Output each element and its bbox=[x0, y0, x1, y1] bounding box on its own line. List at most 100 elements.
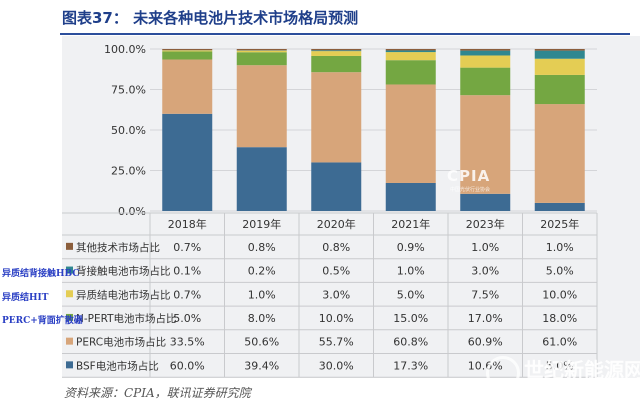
bar-segment bbox=[460, 95, 511, 194]
category-label: 2018年 bbox=[168, 217, 207, 231]
bar-segment bbox=[385, 52, 436, 61]
cpia-watermark-subtitle: 中国光伏行业协会 bbox=[450, 187, 491, 193]
data-label: 0.7% bbox=[173, 288, 201, 301]
data-label: 0.8% bbox=[322, 241, 350, 254]
data-label: 0.1% bbox=[173, 265, 201, 278]
series-name: 背接触电池市场占比 bbox=[76, 265, 171, 278]
bar-segment bbox=[534, 50, 585, 59]
side-label-perc-boron: PERC+背面扩散硼 bbox=[2, 316, 83, 326]
series-name: PERC电池市场占比 bbox=[76, 336, 166, 349]
category-label: 2019年 bbox=[242, 217, 281, 231]
bar-segment bbox=[162, 49, 213, 51]
category-label: 2020年 bbox=[317, 217, 356, 231]
bar-segment bbox=[534, 74, 585, 105]
brand-url: Century new energy network bbox=[524, 380, 640, 389]
data-label: 17.3% bbox=[393, 359, 428, 372]
bar-segment bbox=[385, 49, 436, 51]
figure-title: 图表37： 未来各种电池片技术市场格局预测 bbox=[62, 9, 359, 27]
side-label-hbc: 异质结背接触HBC bbox=[2, 269, 80, 279]
bar-segment bbox=[162, 50, 213, 52]
data-label: 10.0% bbox=[319, 312, 354, 325]
data-label: 50.6% bbox=[244, 336, 279, 349]
data-label: 0.7% bbox=[173, 241, 201, 254]
series-name: 异质结电池市场占比 bbox=[76, 288, 171, 301]
bar-segment bbox=[236, 49, 287, 51]
bar-segment bbox=[460, 49, 511, 51]
data-label: 0.2% bbox=[248, 265, 276, 278]
legend-key bbox=[66, 313, 73, 321]
data-label: 7.5% bbox=[471, 288, 499, 301]
y-tick-label: 100.0% bbox=[104, 43, 146, 56]
bar-segment bbox=[311, 51, 362, 56]
data-label: 60.9% bbox=[468, 336, 503, 349]
series-name: 其他技术市场占比 bbox=[76, 241, 160, 254]
bar-segment bbox=[460, 55, 511, 68]
data-label: 1.0% bbox=[546, 241, 574, 254]
bar-segment bbox=[534, 104, 585, 203]
bar-segment bbox=[236, 147, 287, 211]
figure-header: 图表37： 未来各种电池片技术市场格局预测 bbox=[0, 0, 640, 36]
category-label: 2025年 bbox=[540, 217, 579, 231]
bar-segment bbox=[460, 193, 511, 211]
bar-segment bbox=[311, 72, 362, 163]
data-label: 1.0% bbox=[248, 288, 276, 301]
data-label: 55.7% bbox=[319, 336, 354, 349]
bar-segment bbox=[236, 50, 287, 53]
chart-panel: 0.0% 25.0% 50.0% 75.0% 100.0% 2018年 2019年 2020年… bbox=[62, 36, 640, 378]
data-label: 18.0% bbox=[542, 312, 577, 325]
bar-segment bbox=[534, 202, 585, 211]
data-label: 39.4% bbox=[244, 359, 279, 372]
data-label: 61.0% bbox=[542, 336, 577, 349]
y-tick-label: 0.0% bbox=[118, 205, 146, 218]
bar-segment bbox=[236, 52, 287, 66]
data-label: 5.0% bbox=[173, 312, 201, 325]
brand-name: 世纪新能源网 bbox=[524, 358, 640, 382]
legend-key bbox=[66, 361, 73, 369]
bar-segment bbox=[385, 182, 436, 211]
bar-segment bbox=[534, 49, 585, 51]
bar-segment bbox=[162, 113, 213, 211]
data-label: 3.0% bbox=[322, 288, 350, 301]
source-note: 资料来源：CPIA，联讯证券研究院 bbox=[64, 386, 251, 400]
data-label: 5.0% bbox=[546, 359, 574, 372]
data-label: 5.0% bbox=[397, 288, 425, 301]
series-name: BSF电池市场占比 bbox=[76, 359, 159, 372]
data-label: 10.0% bbox=[542, 288, 577, 301]
data-label: 1.0% bbox=[397, 265, 425, 278]
data-label: 0.8% bbox=[248, 241, 276, 254]
bar-segment bbox=[460, 67, 511, 96]
bar-segment bbox=[311, 162, 362, 211]
data-label: 8.0% bbox=[248, 312, 276, 325]
y-tick-label: 75.0% bbox=[111, 84, 146, 97]
bar-segment bbox=[460, 50, 511, 56]
data-label: 3.0% bbox=[471, 265, 499, 278]
data-label: 17.0% bbox=[468, 312, 503, 325]
cpia-watermark: CPIA bbox=[447, 167, 491, 185]
data-label: 0.9% bbox=[397, 241, 425, 254]
y-tick-label: 25.0% bbox=[111, 165, 146, 178]
bar-segment bbox=[311, 55, 362, 73]
bar-segment bbox=[385, 84, 436, 183]
bar-segment bbox=[162, 59, 213, 114]
data-label: 15.0% bbox=[393, 312, 428, 325]
y-tick-label: 50.0% bbox=[111, 124, 146, 137]
legend-key bbox=[66, 242, 73, 250]
title-rule bbox=[60, 33, 630, 35]
legend-key bbox=[66, 337, 73, 345]
series-name: N-PERT电池市场占比 bbox=[76, 312, 177, 325]
bar-segment bbox=[311, 50, 362, 52]
data-label: 30.0% bbox=[319, 359, 354, 372]
legend-key bbox=[66, 266, 73, 274]
data-label: 1.0% bbox=[471, 241, 499, 254]
bar-segment bbox=[385, 50, 436, 53]
brand-watermark: 世纪新能源网 Century new energy network bbox=[486, 350, 640, 406]
bar-segment bbox=[385, 60, 436, 85]
stacked-bar-chart: 0.0% 25.0% 50.0% 75.0% 100.0% 2018年 2019年 2020年… bbox=[62, 43, 598, 378]
legend-key bbox=[66, 290, 73, 298]
data-label: 5.0% bbox=[546, 265, 574, 278]
side-label-hit: 异质结HIT bbox=[2, 293, 49, 303]
category-label: 2023年 bbox=[466, 217, 505, 231]
bar-segment bbox=[162, 51, 213, 60]
data-label: 60.8% bbox=[393, 336, 428, 349]
bar-segment bbox=[311, 49, 362, 51]
